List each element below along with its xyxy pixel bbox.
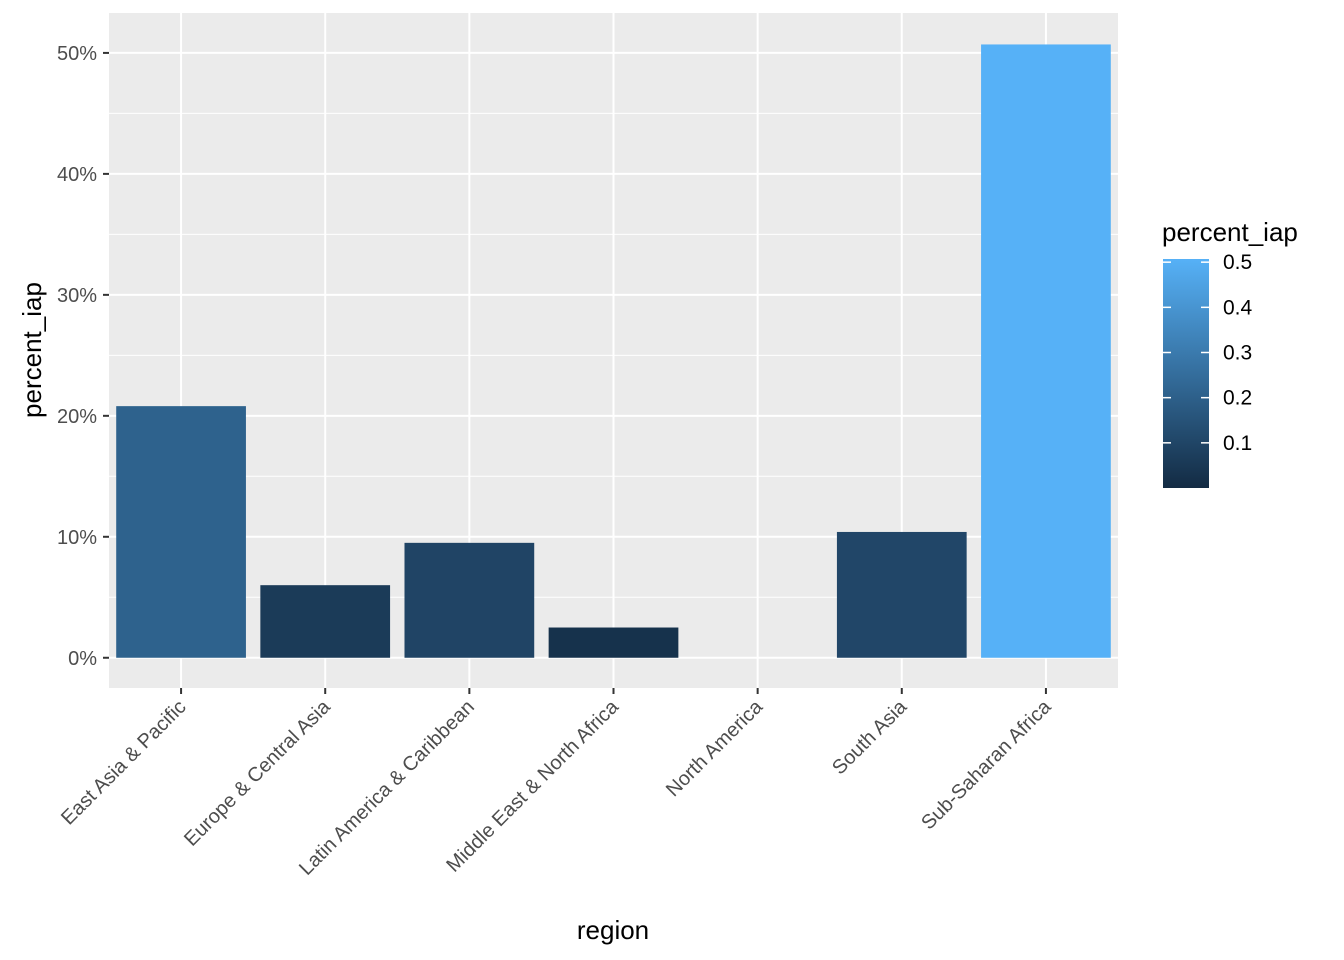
legend: percent_iap 0.1 0.2 0.3 0.4 0.5 (1162, 217, 1298, 488)
x-axis-title: region (577, 915, 649, 945)
y-tick-label: 50% (57, 43, 97, 65)
bar (548, 627, 679, 658)
legend-tick-label: 0.3 (1223, 341, 1252, 364)
legend-tick-label: 0.5 (1223, 251, 1252, 274)
grid-major (109, 13, 1118, 688)
legend-tick-label: 0.1 (1223, 432, 1252, 455)
y-tick-label: 0% (68, 648, 97, 670)
x-tick-label: Middle East & North Africa (442, 695, 623, 876)
legend-title: percent_iap (1162, 217, 1298, 247)
bar (836, 531, 967, 658)
y-tick-label: 30% (57, 285, 97, 307)
x-tick-label: Europe & Central Asia (180, 695, 335, 850)
legend-ticks: 0.1 0.2 0.3 0.4 0.5 (1163, 251, 1253, 455)
x-tick-label: South Asia (828, 695, 912, 779)
y-tick-label: 40% (57, 164, 97, 186)
legend-tick-label: 0.2 (1223, 387, 1252, 410)
y-tick-label: 10% (57, 527, 97, 549)
legend-tick-label: 0.4 (1223, 296, 1253, 319)
y-tick-label: 20% (57, 406, 97, 428)
y-axis-title: percent_iap (17, 282, 47, 418)
x-tick-label: East Asia & Pacific (57, 696, 190, 829)
y-axis: 0% 10% 20% 30% 40% 50% (57, 43, 109, 670)
bar (404, 542, 535, 658)
x-tick-label: North America (662, 695, 768, 801)
bar (116, 406, 246, 658)
bar (981, 44, 1111, 658)
x-tick-label: Sub-Saharan Africa (917, 695, 1056, 834)
legend-colorbar (1163, 259, 1209, 488)
bar (260, 585, 391, 658)
bars (116, 44, 1111, 658)
